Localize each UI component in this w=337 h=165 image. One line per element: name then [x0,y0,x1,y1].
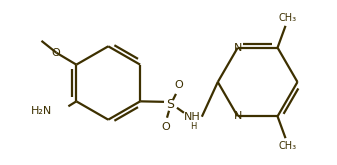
Text: O: O [175,80,183,90]
Text: N: N [234,43,242,53]
Text: CH₃: CH₃ [278,13,297,23]
Text: O: O [162,122,171,132]
Text: CH₃: CH₃ [278,141,297,151]
Text: S: S [166,98,174,111]
Text: O: O [51,48,60,58]
Text: H₂N: H₂N [31,106,53,116]
Text: NH: NH [184,112,200,122]
Text: N: N [234,111,242,121]
Text: H: H [190,122,196,131]
